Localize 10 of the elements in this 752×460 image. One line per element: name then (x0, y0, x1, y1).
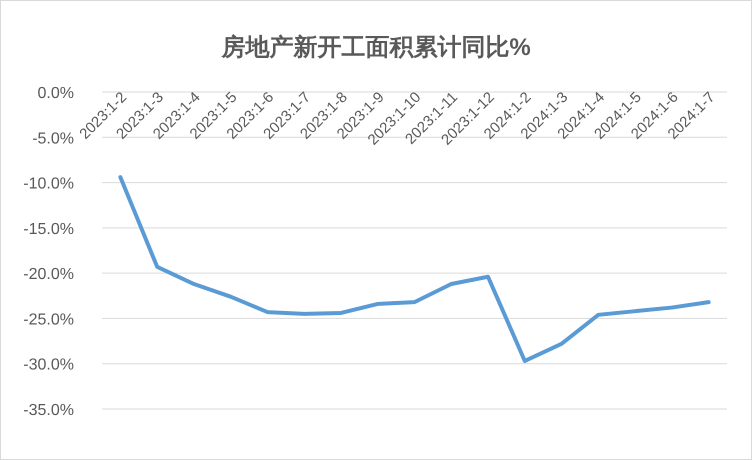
y-tick-label: -15.0% (23, 220, 74, 238)
y-tick-label: -20.0% (23, 266, 74, 284)
y-tick-label: -35.0% (23, 402, 74, 419)
y-tick-label: -30.0% (23, 356, 74, 374)
y-tick-label: -25.0% (23, 311, 74, 328)
y-tick-label: 0.0% (38, 85, 74, 102)
y-tick-label: -5.0% (32, 130, 74, 148)
line-series (118, 175, 711, 363)
y-tick-label: -10.0% (23, 176, 74, 193)
title: 房地产新开工面积累计同比% (221, 34, 531, 61)
